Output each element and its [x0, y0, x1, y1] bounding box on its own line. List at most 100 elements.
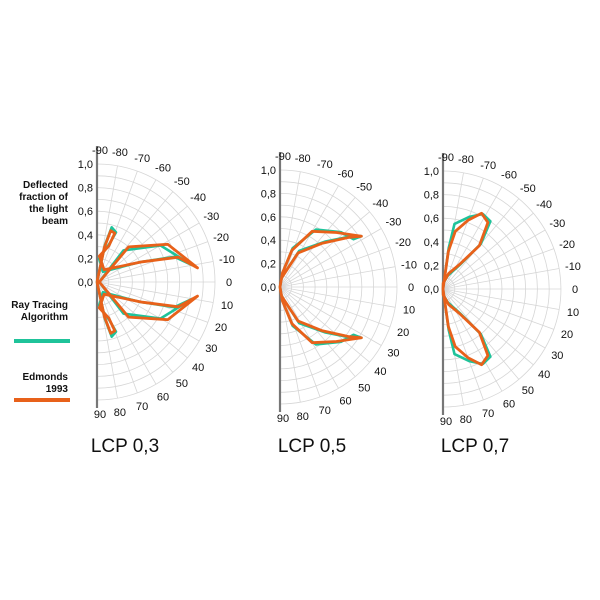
- angle-tick-label: 80: [460, 414, 472, 426]
- grid-spoke: [442, 288, 555, 330]
- grid-spoke: [279, 211, 370, 288]
- angle-tick-label: -30: [385, 217, 401, 229]
- r-tick-label: 0,8: [424, 190, 439, 202]
- grid-spoke: [442, 288, 484, 401]
- angle-tick-label: -50: [520, 183, 536, 195]
- angle-tick-label: 0: [408, 282, 414, 294]
- angle-tick-label: -20: [213, 232, 229, 244]
- angle-tick-label: 40: [538, 369, 550, 381]
- grid-spoke: [96, 281, 138, 394]
- r-tick-label: 0,8: [261, 188, 276, 200]
- r-tick-label: 0,6: [424, 213, 439, 225]
- r-tick-label: 0,2: [424, 260, 439, 272]
- chart-title: LCP 0,7: [441, 436, 509, 457]
- angle-tick-label: 20: [215, 322, 227, 334]
- angle-tick-label: -20: [395, 237, 411, 249]
- angle-tick-label: 40: [374, 366, 386, 378]
- grid-spoke: [96, 222, 200, 283]
- grid-spoke: [279, 266, 396, 288]
- angle-tick-label: -40: [190, 192, 206, 204]
- angle-tick-label: 50: [522, 385, 534, 397]
- angle-tick-label: 90: [94, 409, 106, 421]
- angle-tick-label: 30: [205, 343, 217, 355]
- angle-tick-label: -50: [174, 176, 190, 188]
- angle-tick-label: 0: [572, 284, 578, 296]
- grid-spoke: [96, 281, 200, 342]
- series-line-edmonds: [278, 229, 363, 345]
- angle-tick-label: 10: [221, 300, 233, 312]
- angle-tick-label: 30: [551, 350, 563, 362]
- r-tick-label: 0,4: [78, 230, 93, 242]
- grid-spoke: [442, 212, 534, 290]
- r-tick-label: 0,0: [78, 277, 93, 289]
- r-tick-label: 1,0: [78, 159, 93, 171]
- grid-spoke: [279, 286, 356, 377]
- grid-spoke: [279, 286, 396, 308]
- angle-tick-label: -70: [480, 160, 496, 172]
- angle-tick-label: -60: [155, 163, 171, 175]
- angle-tick-label: -60: [338, 169, 354, 181]
- grid-spoke: [442, 288, 546, 349]
- angle-tick-label: 10: [403, 305, 415, 317]
- grid-spoke: [442, 177, 484, 290]
- angle-tick-label: -40: [372, 198, 388, 210]
- angle-tick-label: 90: [440, 416, 452, 428]
- grid-spoke: [279, 286, 370, 363]
- angle-tick-label: -80: [112, 147, 128, 159]
- grid-spoke: [442, 268, 560, 290]
- r-tick-label: 1,0: [261, 165, 276, 177]
- angle-tick-label: 10: [567, 307, 579, 319]
- grid-spoke: [442, 288, 560, 310]
- angle-tick-label: 30: [387, 348, 399, 360]
- angle-tick-label: -10: [565, 261, 581, 273]
- angle-tick-label: 80: [114, 407, 126, 419]
- grid-spoke: [279, 246, 391, 288]
- angle-tick-label: 50: [358, 382, 370, 394]
- angle-tick-label: -60: [501, 170, 517, 182]
- angle-tick-label: -80: [458, 154, 474, 166]
- angle-tick-label: 90: [277, 413, 289, 425]
- angle-tick-label: -90: [438, 152, 454, 164]
- angle-tick-label: -10: [401, 259, 417, 271]
- angle-tick-label: 0: [226, 277, 232, 289]
- grid-spoke: [442, 229, 546, 290]
- chart-title: LCP 0,3: [91, 436, 159, 457]
- angle-tick-label: 70: [482, 408, 494, 420]
- r-tick-label: 0,0: [424, 284, 439, 296]
- legend-swatch-ray-tracing: [14, 339, 70, 343]
- series-line-edmonds: [441, 211, 490, 367]
- grid-spoke: [279, 286, 391, 328]
- r-tick-label: 0,8: [78, 183, 93, 195]
- angle-tick-label: -30: [549, 218, 565, 230]
- r-tick-label: 0,4: [261, 235, 276, 247]
- legend-title: Deflected fraction of the light beam: [19, 180, 68, 227]
- angle-tick-label: -90: [275, 151, 291, 163]
- angle-tick-label: 70: [319, 405, 331, 417]
- r-tick-label: 0,4: [424, 237, 439, 249]
- legend-item-ray-tracing: Ray Tracing Algorithm: [11, 300, 68, 323]
- angle-tick-label: 40: [192, 362, 204, 374]
- angle-tick-label: -40: [536, 199, 552, 211]
- grid-spoke: [442, 288, 534, 366]
- angle-tick-label: 70: [136, 401, 148, 413]
- angle-tick-label: -90: [92, 145, 108, 157]
- angle-tick-label: 60: [503, 398, 515, 410]
- angle-tick-label: -80: [295, 153, 311, 165]
- grid-spoke: [442, 248, 555, 290]
- legend-swatch-edmonds: [14, 398, 70, 402]
- r-tick-label: 0,0: [261, 282, 276, 294]
- grid-spoke: [96, 281, 157, 385]
- r-tick-label: 1,0: [424, 166, 439, 178]
- angle-tick-label: -70: [317, 159, 333, 171]
- r-tick-label: 0,6: [261, 212, 276, 224]
- angle-tick-label: -50: [356, 182, 372, 194]
- angle-tick-label: 50: [176, 378, 188, 390]
- r-tick-label: 0,2: [261, 259, 276, 271]
- angle-tick-label: 20: [561, 329, 573, 341]
- series-line-edmonds: [95, 229, 199, 335]
- chart-title: LCP 0,5: [278, 436, 346, 457]
- r-tick-label: 0,2: [78, 253, 93, 265]
- angle-tick-label: 80: [297, 411, 309, 423]
- legend-item-edmonds: Edmonds 1993: [22, 372, 68, 395]
